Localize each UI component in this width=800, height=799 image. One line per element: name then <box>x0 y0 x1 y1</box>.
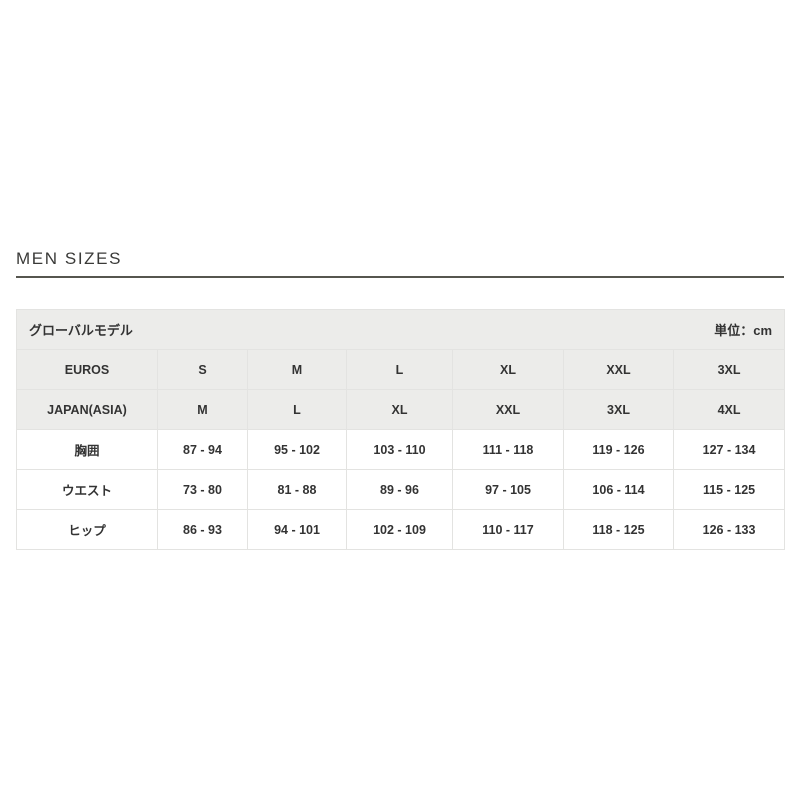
measurement-cell: 111 - 118 <box>452 429 564 470</box>
size-cell: L <box>346 349 453 390</box>
size-cell: 3XL <box>672 349 786 390</box>
measurement-cell: 95 - 102 <box>247 429 347 470</box>
measurement-cell: 86 - 93 <box>157 509 248 550</box>
size-cell: M <box>247 349 347 390</box>
measurement-cell: 103 - 110 <box>346 429 453 470</box>
row-label: ヒップ <box>16 509 158 550</box>
page-title: MEN SIZES <box>16 249 784 278</box>
measurement-cell: 81 - 88 <box>247 469 347 510</box>
row-label: ウエスト <box>16 469 158 510</box>
size-cell: L <box>247 389 347 430</box>
measurement-cell: 87 - 94 <box>157 429 248 470</box>
measurement-cell: 97 - 105 <box>452 469 564 510</box>
row-label: EUROS <box>16 349 158 390</box>
size-cell: XXL <box>563 349 674 390</box>
japan-asia-size-row: JAPAN(ASIA) M L XL XXL 3XL 4XL <box>16 389 786 430</box>
size-cell: 4XL <box>672 389 786 430</box>
size-cell: XL <box>346 389 453 430</box>
size-cell: 3XL <box>563 389 674 430</box>
row-label: 胸囲 <box>16 429 158 470</box>
size-table: グローバルモデル 単位：cm EUROS S M L XL XXL 3XL JA… <box>15 309 786 550</box>
size-cell: M <box>157 389 248 430</box>
table-caption: グローバルモデル <box>29 323 133 338</box>
measurement-cell: 119 - 126 <box>563 429 674 470</box>
measurement-cell: 126 - 133 <box>672 509 786 550</box>
measurement-cell: 110 - 117 <box>452 509 564 550</box>
measurement-cell: 89 - 96 <box>346 469 453 510</box>
chest-row: 胸囲 87 - 94 95 - 102 103 - 110 111 - 118 … <box>16 429 786 470</box>
measurement-cell: 102 - 109 <box>346 509 453 550</box>
measurement-cell: 73 - 80 <box>157 469 248 510</box>
measurement-cell: 115 - 125 <box>672 469 786 510</box>
euros-size-row: EUROS S M L XL XXL 3XL <box>16 349 786 390</box>
measurement-cell: 106 - 114 <box>563 469 674 510</box>
size-cell: S <box>157 349 248 390</box>
waist-row: ウエスト 73 - 80 81 - 88 89 - 96 97 - 105 10… <box>16 469 786 510</box>
measurement-cell: 94 - 101 <box>247 509 347 550</box>
measurement-cell: 127 - 134 <box>672 429 786 470</box>
unit-label: 単位：cm <box>714 323 773 338</box>
hips-row: ヒップ 86 - 93 94 - 101 102 - 109 110 - 117… <box>16 509 786 550</box>
measurement-cell: 118 - 125 <box>563 509 674 550</box>
row-label: JAPAN(ASIA) <box>16 389 158 430</box>
men-sizes-section: MEN SIZES グローバルモデル 単位：cm <box>15 249 786 550</box>
table-caption-row: グローバルモデル 単位：cm <box>15 309 786 350</box>
size-cell: XL <box>452 349 564 390</box>
size-cell: XXL <box>452 389 564 430</box>
